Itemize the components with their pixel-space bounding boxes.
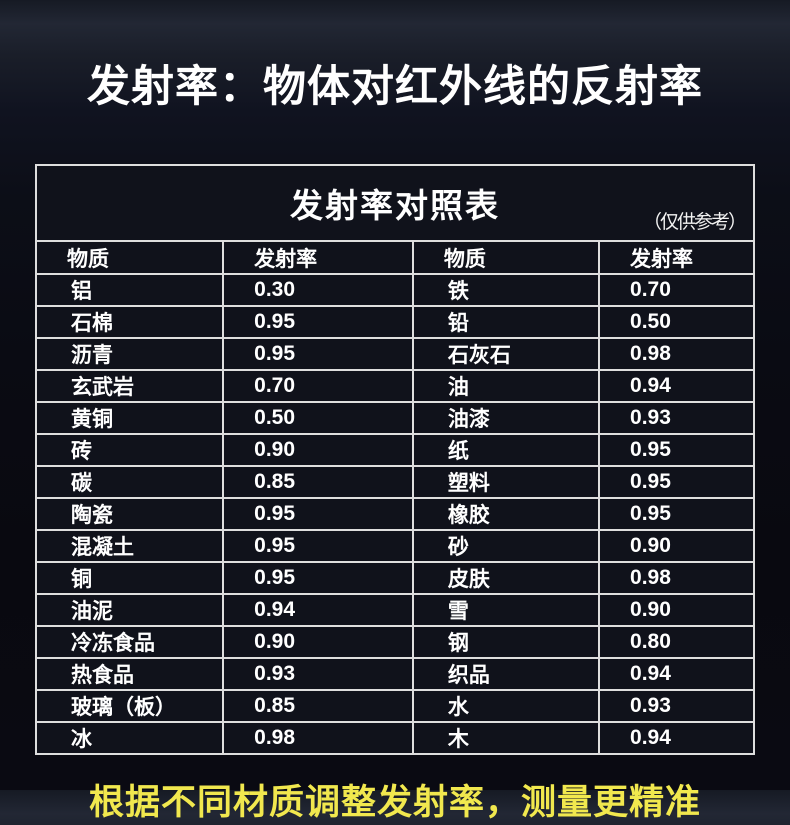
emissivity-value-cell: 0.93 [598, 401, 753, 435]
table-row: 陶瓷 0.95 橡胶 0.95 [37, 497, 753, 531]
table-row: 砖 0.90 纸 0.95 [37, 433, 753, 467]
material-cell: 铁 [411, 273, 601, 307]
table-row: 冰 0.98 木 0.94 [37, 721, 753, 753]
material-cell: 冰 [37, 721, 225, 753]
emissivity-value-cell: 0.85 [222, 689, 414, 723]
emissivity-value-cell: 0.98 [598, 337, 753, 371]
material-cell: 油 [411, 369, 601, 403]
table-title-row: 发射率对照表 （仅供参考） [37, 166, 753, 242]
emissivity-value-cell: 0.94 [598, 721, 753, 753]
emissivity-value-cell: 0.90 [598, 593, 753, 627]
material-cell: 玻璃（板） [37, 689, 225, 723]
emissivity-value-cell: 0.90 [222, 625, 414, 659]
material-cell: 水 [411, 689, 601, 723]
material-cell: 纸 [411, 433, 601, 467]
column-header-material-left: 物质 [37, 242, 225, 275]
table-row: 铜 0.95 皮肤 0.98 [37, 561, 753, 595]
material-cell: 雪 [411, 593, 601, 627]
material-cell: 陶瓷 [37, 497, 225, 531]
table-row: 混凝土 0.95 砂 0.90 [37, 529, 753, 563]
column-header-emissivity-right: 发射率 [598, 242, 753, 275]
table-reference-note: （仅供参考） [642, 212, 747, 233]
table-row: 玄武岩 0.70 油 0.94 [37, 369, 753, 403]
emissivity-value-cell: 0.85 [222, 465, 414, 499]
table-row: 冷冻食品 0.90 钢 0.80 [37, 625, 753, 659]
emissivity-value-cell: 0.95 [598, 465, 753, 499]
emissivity-value-cell: 0.30 [222, 273, 414, 307]
material-cell: 冷冻食品 [37, 625, 225, 659]
table-header-row: 物质 发射率 物质 发射率 [37, 242, 753, 275]
emissivity-value-cell: 0.95 [598, 497, 753, 531]
material-cell: 玄武岩 [37, 369, 225, 403]
material-cell: 塑料 [411, 465, 601, 499]
emissivity-value-cell: 0.98 [598, 561, 753, 595]
emissivity-value-cell: 0.70 [222, 369, 414, 403]
emissivity-value-cell: 0.95 [222, 561, 414, 595]
material-cell: 砖 [37, 433, 225, 467]
table-body: 铝 0.30 铁 0.70 石棉 0.95 铅 0.50 沥青 0.95 石灰石 0.98 玄武岩 0.7… [37, 273, 753, 753]
material-cell: 石棉 [37, 305, 225, 339]
table-row: 黄铜 0.50 油漆 0.93 [37, 401, 753, 435]
column-header-material-right: 物质 [411, 242, 601, 275]
emissivity-value-cell: 0.94 [598, 657, 753, 691]
material-cell: 油泥 [37, 593, 225, 627]
material-cell: 砂 [411, 529, 601, 563]
material-cell: 铝 [37, 273, 225, 307]
emissivity-value-cell: 0.95 [222, 529, 414, 563]
emissivity-value-cell: 0.93 [222, 657, 414, 691]
column-header-emissivity-left: 发射率 [222, 242, 414, 275]
emissivity-value-cell: 0.95 [222, 337, 414, 371]
emissivity-value-cell: 0.94 [598, 369, 753, 403]
material-cell: 油漆 [411, 401, 601, 435]
material-cell: 热食品 [37, 657, 225, 691]
material-cell: 铜 [37, 561, 225, 595]
emissivity-value-cell: 0.95 [222, 305, 414, 339]
material-cell: 混凝土 [37, 529, 225, 563]
material-cell: 碳 [37, 465, 225, 499]
emissivity-value-cell: 0.80 [598, 625, 753, 659]
emissivity-value-cell: 0.95 [222, 497, 414, 531]
material-cell: 木 [411, 721, 601, 753]
table-title: 发射率对照表 [290, 187, 500, 224]
emissivity-table-panel: 发射率对照表 （仅供参考） 物质 发射率 物质 发射率 铝 0.30 铁 0.70 石棉… [35, 164, 755, 755]
material-cell: 织品 [411, 657, 601, 691]
emissivity-table: 物质 发射率 物质 发射率 铝 0.30 铁 0.70 石棉 0.95 铅 0.50 沥青 0.9… [37, 242, 753, 753]
material-cell: 石灰石 [411, 337, 601, 371]
table-row: 铝 0.30 铁 0.70 [37, 273, 753, 307]
emissivity-value-cell: 0.50 [222, 401, 414, 435]
emissivity-value-cell: 0.90 [598, 529, 753, 563]
material-cell: 钢 [411, 625, 601, 659]
material-cell: 铅 [411, 305, 601, 339]
footer-tagline: 根据不同材质调整发射率，测量更精准 [88, 783, 701, 822]
emissivity-value-cell: 0.50 [598, 305, 753, 339]
emissivity-value-cell: 0.93 [598, 689, 753, 723]
table-row: 石棉 0.95 铅 0.50 [37, 305, 753, 339]
material-cell: 皮肤 [411, 561, 601, 595]
emissivity-value-cell: 0.95 [598, 433, 753, 467]
emissivity-value-cell: 0.94 [222, 593, 414, 627]
material-cell: 黄铜 [37, 401, 225, 435]
table-row: 沥青 0.95 石灰石 0.98 [37, 337, 753, 371]
material-cell: 橡胶 [411, 497, 601, 531]
emissivity-value-cell: 0.70 [598, 273, 753, 307]
table-row: 热食品 0.93 织品 0.94 [37, 657, 753, 691]
material-cell: 沥青 [37, 337, 225, 371]
table-row: 油泥 0.94 雪 0.90 [37, 593, 753, 627]
table-row: 碳 0.85 塑料 0.95 [37, 465, 753, 499]
page-title: 发射率：物体对红外线的反射率 [87, 63, 703, 111]
table-row: 玻璃（板） 0.85 水 0.93 [37, 689, 753, 723]
emissivity-value-cell: 0.90 [222, 433, 414, 467]
emissivity-value-cell: 0.98 [222, 721, 414, 753]
